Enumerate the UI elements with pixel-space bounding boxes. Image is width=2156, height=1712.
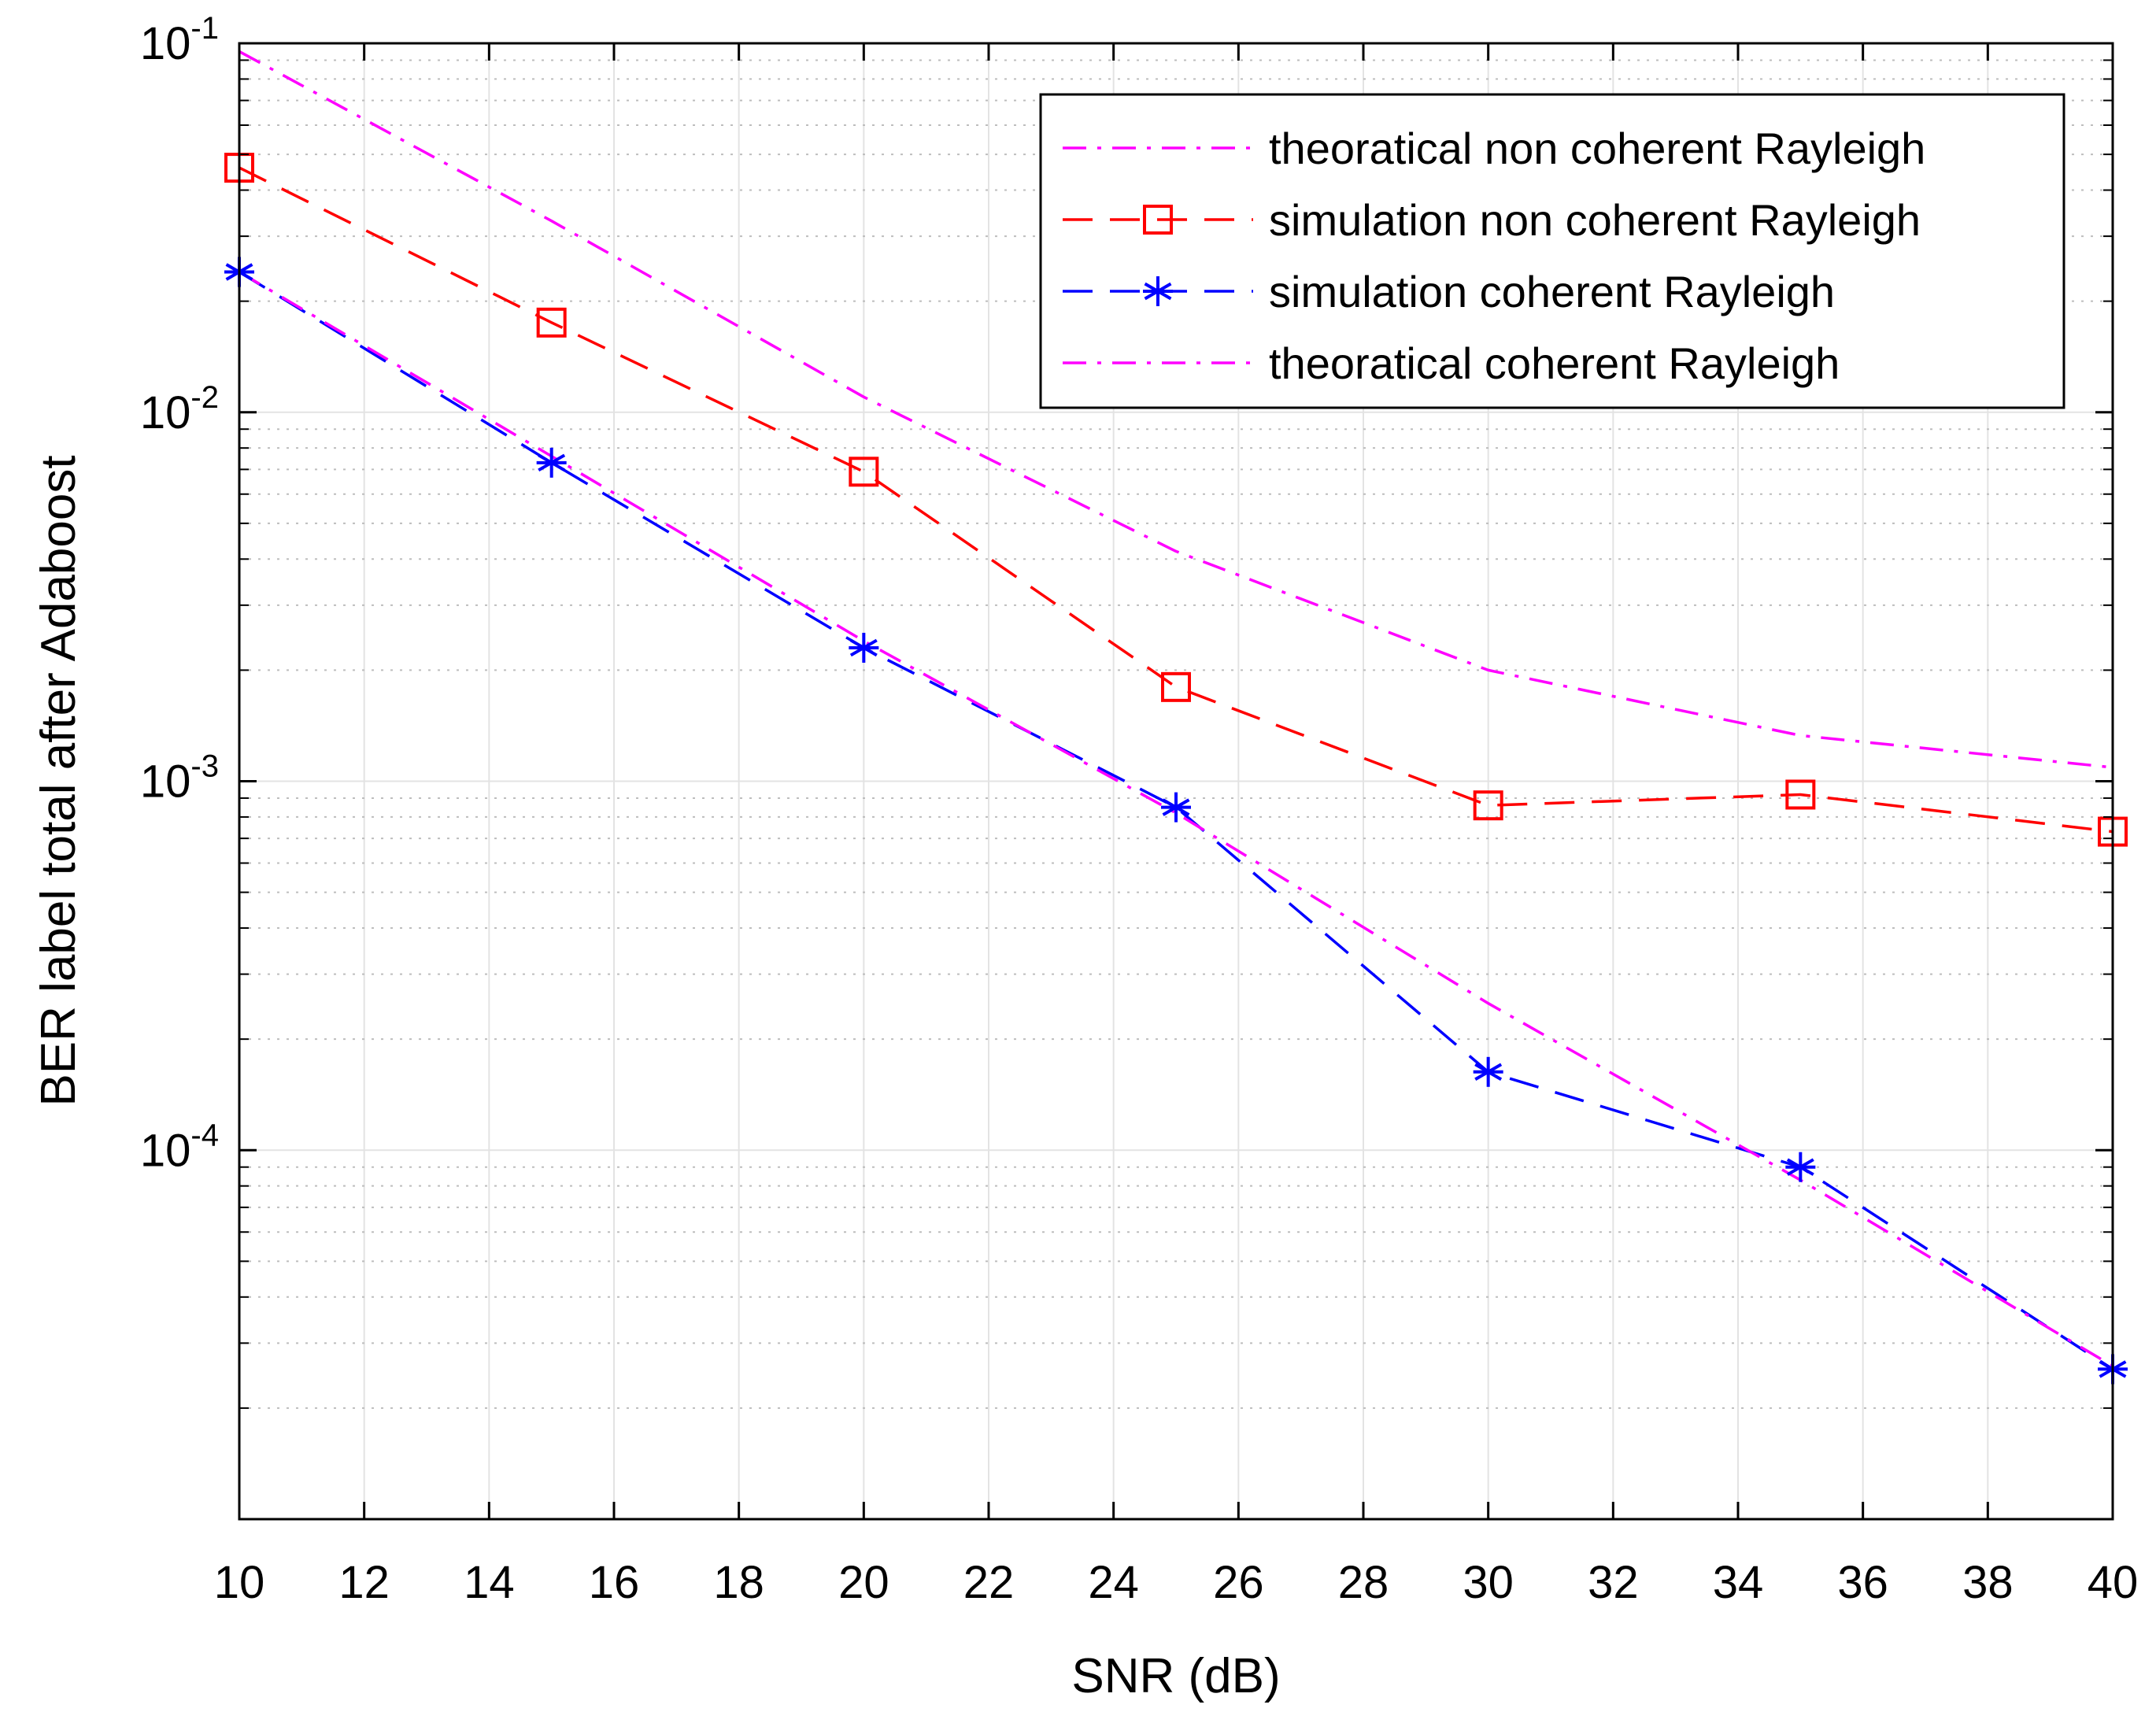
x-tick-label: 16 (589, 1557, 640, 1608)
y-tick-label: 10-2 (140, 380, 219, 438)
x-tick-label: 32 (1588, 1557, 1639, 1608)
axis-ticks (238, 42, 2114, 1519)
grid (239, 43, 2113, 1519)
x-tick-label: 10 (214, 1557, 265, 1608)
marker-asterisk (1143, 276, 1173, 306)
legend-label: theoratical coherent Rayleigh (1269, 338, 1840, 388)
marker-asterisk (849, 632, 879, 663)
marker-square (1473, 790, 1503, 821)
legend-box (1039, 93, 2065, 409)
x-tick-label: 18 (713, 1557, 764, 1608)
x-tick-label: 20 (838, 1557, 889, 1608)
x-tick-label: 28 (1338, 1557, 1389, 1608)
y-tick-label: 10-4 (140, 1118, 219, 1176)
x-tick-labels: 10 12 14 16 18 20 22 24 26 28 30 32 34 36 38 40 (214, 1557, 2139, 1608)
x-tick-label: 40 (2088, 1557, 2139, 1608)
marker-asterisk (1785, 1152, 1816, 1182)
marker-asterisk (1473, 1056, 1503, 1087)
x-tick-label: 26 (1213, 1557, 1264, 1608)
x-axis-label: SNR (dB) (1071, 1649, 1280, 1703)
x-tick-label: 12 (338, 1557, 390, 1608)
x-tick-label: 34 (1713, 1557, 1764, 1608)
marker-square (1161, 671, 1191, 702)
legend-entry-1: theoratical non coherent Rayleigh (1063, 124, 1925, 173)
series-line-1 (239, 50, 2113, 769)
legend-label: simulation non coherent Rayleigh (1269, 195, 1921, 245)
x-tick-label: 14 (464, 1557, 515, 1608)
series-line-2 (239, 166, 2113, 834)
legend-label: simulation coherent Rayleigh (1269, 267, 1835, 316)
y-tick-label: 10-3 (140, 749, 219, 808)
marker-asterisk (1161, 792, 1191, 823)
legend: theoratical non coherent Rayleigh simulat… (1039, 93, 2065, 409)
y-tick-label: 10-1 (140, 11, 219, 69)
legend-entry-2: simulation non coherent Rayleigh (1063, 195, 1921, 245)
marker-square (1785, 779, 1816, 810)
y-tick-labels: 10-1 10-2 10-3 10-4 (140, 11, 219, 1176)
y-axis-label: BER label total after Adaboost (31, 455, 86, 1106)
marker-square (536, 307, 567, 338)
legend-entry-3: simulation coherent Rayleigh (1063, 267, 1835, 316)
x-tick-label: 38 (1962, 1557, 2014, 1608)
x-tick-label: 22 (963, 1557, 1015, 1608)
x-tick-label: 30 (1463, 1557, 1514, 1608)
x-tick-label: 36 (1837, 1557, 1888, 1608)
marker-asterisk (536, 447, 567, 478)
x-tick-label: 24 (1088, 1557, 1139, 1608)
marker-square (849, 457, 879, 487)
legend-entry-4: theoratical coherent Rayleigh (1063, 338, 1840, 388)
legend-label: theoratical non coherent Rayleigh (1269, 124, 1925, 173)
marker-square (1143, 205, 1173, 235)
